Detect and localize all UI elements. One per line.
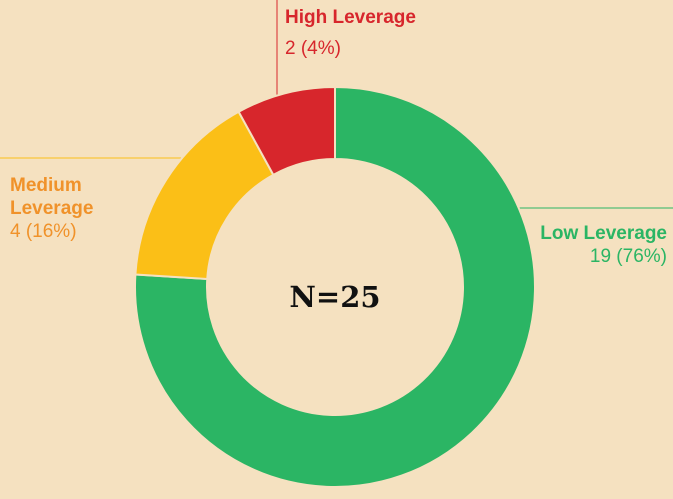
value-label: 2 (4%): [285, 38, 341, 59]
slice-label: Medium Leverage 4 (16%): [10, 174, 120, 243]
category-name: Medium Leverage: [10, 175, 94, 219]
category-name: Low Leverage: [540, 223, 667, 244]
slice-label: Low Leverage 19 (76%): [537, 222, 667, 268]
slice-label: High Leverage 2 (4%): [285, 6, 485, 60]
category-name: High Leverage: [285, 7, 416, 28]
slice: [237, 85, 336, 177]
slice: [134, 85, 536, 488]
center-label: N=25: [289, 280, 381, 314]
value-label: 4 (16%): [10, 221, 77, 242]
value-label: 19 (76%): [589, 246, 667, 267]
